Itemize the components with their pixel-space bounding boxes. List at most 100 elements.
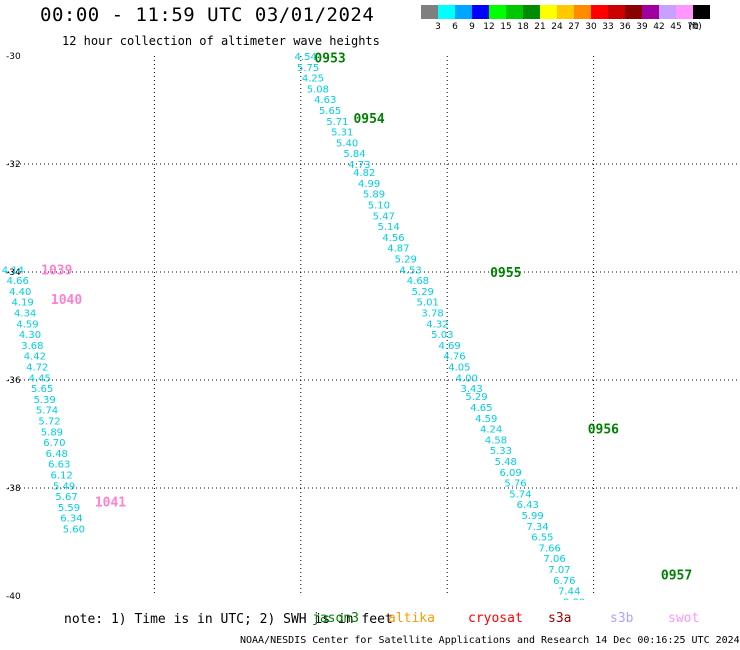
wave-height-value: 6.48	[46, 449, 68, 460]
satellite-legend-item: jason3	[312, 611, 359, 626]
wave-height-value: 5.89	[363, 190, 385, 201]
colorbar-swatch	[625, 5, 642, 19]
colorbar-swatch	[557, 5, 574, 19]
wave-height-value: 5.49	[53, 481, 75, 492]
wave-height-value: 5.31	[331, 128, 353, 139]
wave-height-value: 5.01	[417, 298, 439, 309]
wave-height-value: 4.24	[480, 425, 502, 436]
pass-time-label: 1040	[51, 293, 82, 308]
chart-title: 00:00 - 11:59 UTC 03/01/2024	[40, 4, 375, 26]
pass-time-label: 0955	[490, 266, 521, 281]
wave-height-value: 5.74	[509, 489, 531, 500]
wave-height-value: 6.63	[48, 460, 70, 471]
colorbar-tick-label: 45	[670, 22, 682, 32]
wave-height-value: 4.40	[9, 287, 31, 298]
wave-height-value: 4.45	[29, 373, 51, 384]
wave-height-value: 4.72	[26, 363, 48, 374]
wave-height-value: 4.05	[448, 363, 470, 374]
wave-height-value: 4.25	[302, 74, 324, 85]
colorbar-tick-label: 12	[483, 22, 495, 32]
wave-height-value: 5.29	[465, 392, 487, 403]
colorbar-tick-label: 30	[585, 22, 597, 32]
colorbar-unit: (ft)	[688, 22, 702, 32]
y-tick-label: -38	[6, 484, 21, 494]
wave-height-value: 5.76	[504, 479, 526, 490]
wave-height-value: 5.99	[521, 511, 543, 522]
wave-height-value: 6.76	[553, 576, 575, 587]
pass-time-label: 0953	[314, 52, 345, 67]
wave-height-value: 5.29	[395, 255, 417, 266]
wave-height-value: 4.30	[19, 330, 41, 341]
satellite-legend-item: s3a	[548, 611, 572, 626]
altimeter-plot: -30-32-34-36-38-40-45-42-39-36-33-304.54…	[2, 52, 740, 600]
wave-height-value: 7.07	[548, 565, 570, 576]
wave-height-value: 5.10	[368, 201, 390, 212]
colorbar-swatch	[421, 5, 438, 19]
wave-height-value: 3.68	[21, 341, 43, 352]
wave-height-value: 4.65	[470, 403, 492, 414]
wave-height-value: 4.66	[7, 276, 29, 287]
wave-height-value: 4.32	[426, 319, 448, 330]
wave-height-value: 5.03	[431, 330, 453, 341]
colorbar-swatch	[591, 5, 608, 19]
colorbar-tick-label: 36	[619, 22, 631, 32]
wave-height-value: 4.59	[475, 414, 497, 425]
wave-height-value: 5.65	[31, 384, 53, 395]
wave-height-value: 5.89	[41, 427, 63, 438]
colorbar-tick-label: 3	[435, 22, 441, 32]
wave-height-value: 4.69	[439, 341, 461, 352]
wave-height-value: 4.00	[456, 373, 478, 384]
wave-height-value: 5.29	[412, 287, 434, 298]
wave-height-value: 4.59	[16, 319, 38, 330]
wave-height-value: 4.82	[353, 168, 375, 179]
wave-height-value: 4.73	[348, 160, 370, 171]
y-tick-label: -34	[6, 268, 21, 278]
wave-height-value: 8.00	[563, 597, 585, 600]
wave-height-value: 6.09	[500, 468, 522, 479]
wave-height-value: 4.76	[443, 352, 465, 363]
satellite-legend-item: cryosat	[468, 611, 523, 626]
colorbar-swatch	[506, 5, 523, 19]
colorbar-swatch	[659, 5, 676, 19]
wave-height-value: 4.19	[12, 298, 34, 309]
y-tick-label: -32	[6, 160, 21, 170]
wave-height-value: 5.48	[495, 457, 517, 468]
colorbar-tick-label: 6	[452, 22, 458, 32]
pass-time-label: 0956	[588, 423, 619, 438]
credit-line: NOAA/NESDIS Center for Satellite Applica…	[240, 635, 740, 646]
pass-time-label: 0954	[353, 112, 384, 127]
colorbar-tick-label: 15	[500, 22, 512, 32]
wave-height-value: 4.34	[14, 309, 36, 320]
colorbar-tick-label: 24	[551, 22, 563, 32]
colorbar-tick-label: 9	[469, 22, 475, 32]
wave-height-value: 5.65	[319, 106, 341, 117]
colorbar-swatch	[489, 5, 506, 19]
colorbar-tick-label: 27	[568, 22, 580, 32]
wave-height-value: 6.70	[43, 438, 65, 449]
colorbar-swatch	[574, 5, 591, 19]
wave-height-value: 5.59	[58, 503, 80, 514]
colorbar-swatch	[676, 5, 693, 19]
wave-height-value: 4.56	[382, 233, 404, 244]
pass-time-label: 0957	[661, 568, 692, 583]
wave-height-value: 3.78	[421, 309, 443, 320]
wave-height-value: 4.54	[295, 52, 317, 63]
wave-height-value: 5.40	[336, 138, 358, 149]
wave-height-value: 5.33	[490, 446, 512, 457]
wave-height-value: 7.66	[539, 543, 561, 554]
wave-height-value: 5.72	[38, 417, 60, 428]
wave-height-value: 4.63	[314, 95, 336, 106]
wave-height-value: 4.87	[387, 244, 409, 255]
colorbar-swatch	[523, 5, 540, 19]
satellite-legend-item: s3b	[610, 611, 634, 626]
wave-height-value: 7.06	[543, 554, 565, 565]
colorbar-tick-label: 70	[687, 22, 699, 32]
chart-subtitle: 12 hour collection of altimeter wave hei…	[62, 34, 380, 48]
colorbar-tick-label: 18	[517, 22, 529, 32]
wave-height-value: 4.58	[485, 435, 507, 446]
wave-height-value: 7.34	[526, 522, 548, 533]
wave-height-value: 5.84	[343, 149, 365, 160]
colorbar-tick-label: 33	[602, 22, 614, 32]
colorbar-tick-label: 39	[636, 22, 648, 32]
wave-height-value: 5.47	[373, 211, 395, 222]
